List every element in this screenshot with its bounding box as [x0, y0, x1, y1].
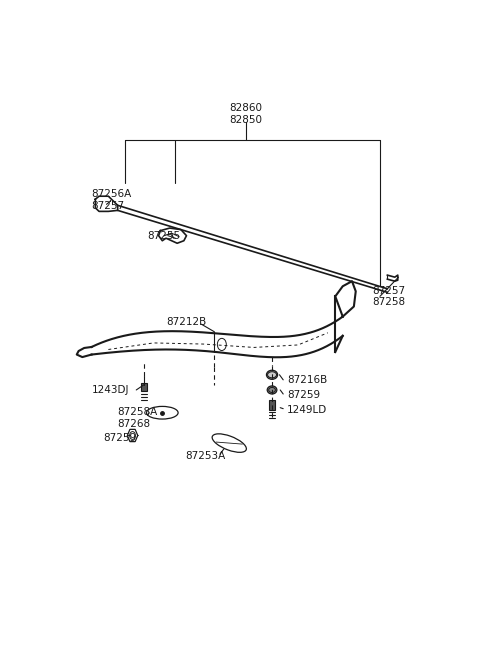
Text: 87259: 87259	[287, 390, 320, 400]
Bar	[269, 400, 275, 410]
Text: 87216B: 87216B	[287, 375, 327, 385]
Text: 87255: 87255	[147, 231, 180, 240]
Text: 1243DJ: 1243DJ	[92, 385, 129, 395]
Ellipse shape	[266, 371, 277, 379]
Ellipse shape	[267, 386, 277, 394]
Bar	[141, 384, 147, 392]
Text: 87258A
87268: 87258A 87268	[118, 407, 158, 428]
Text: 87212B: 87212B	[167, 317, 206, 327]
Text: 87257
87258: 87257 87258	[372, 286, 406, 307]
Text: 87256A
87257: 87256A 87257	[92, 189, 132, 211]
Text: 1249LD: 1249LD	[287, 405, 327, 415]
Text: 87259: 87259	[103, 433, 136, 443]
Ellipse shape	[267, 372, 276, 378]
Text: 82860
82850: 82860 82850	[229, 103, 263, 125]
Text: 87253A: 87253A	[185, 451, 225, 461]
